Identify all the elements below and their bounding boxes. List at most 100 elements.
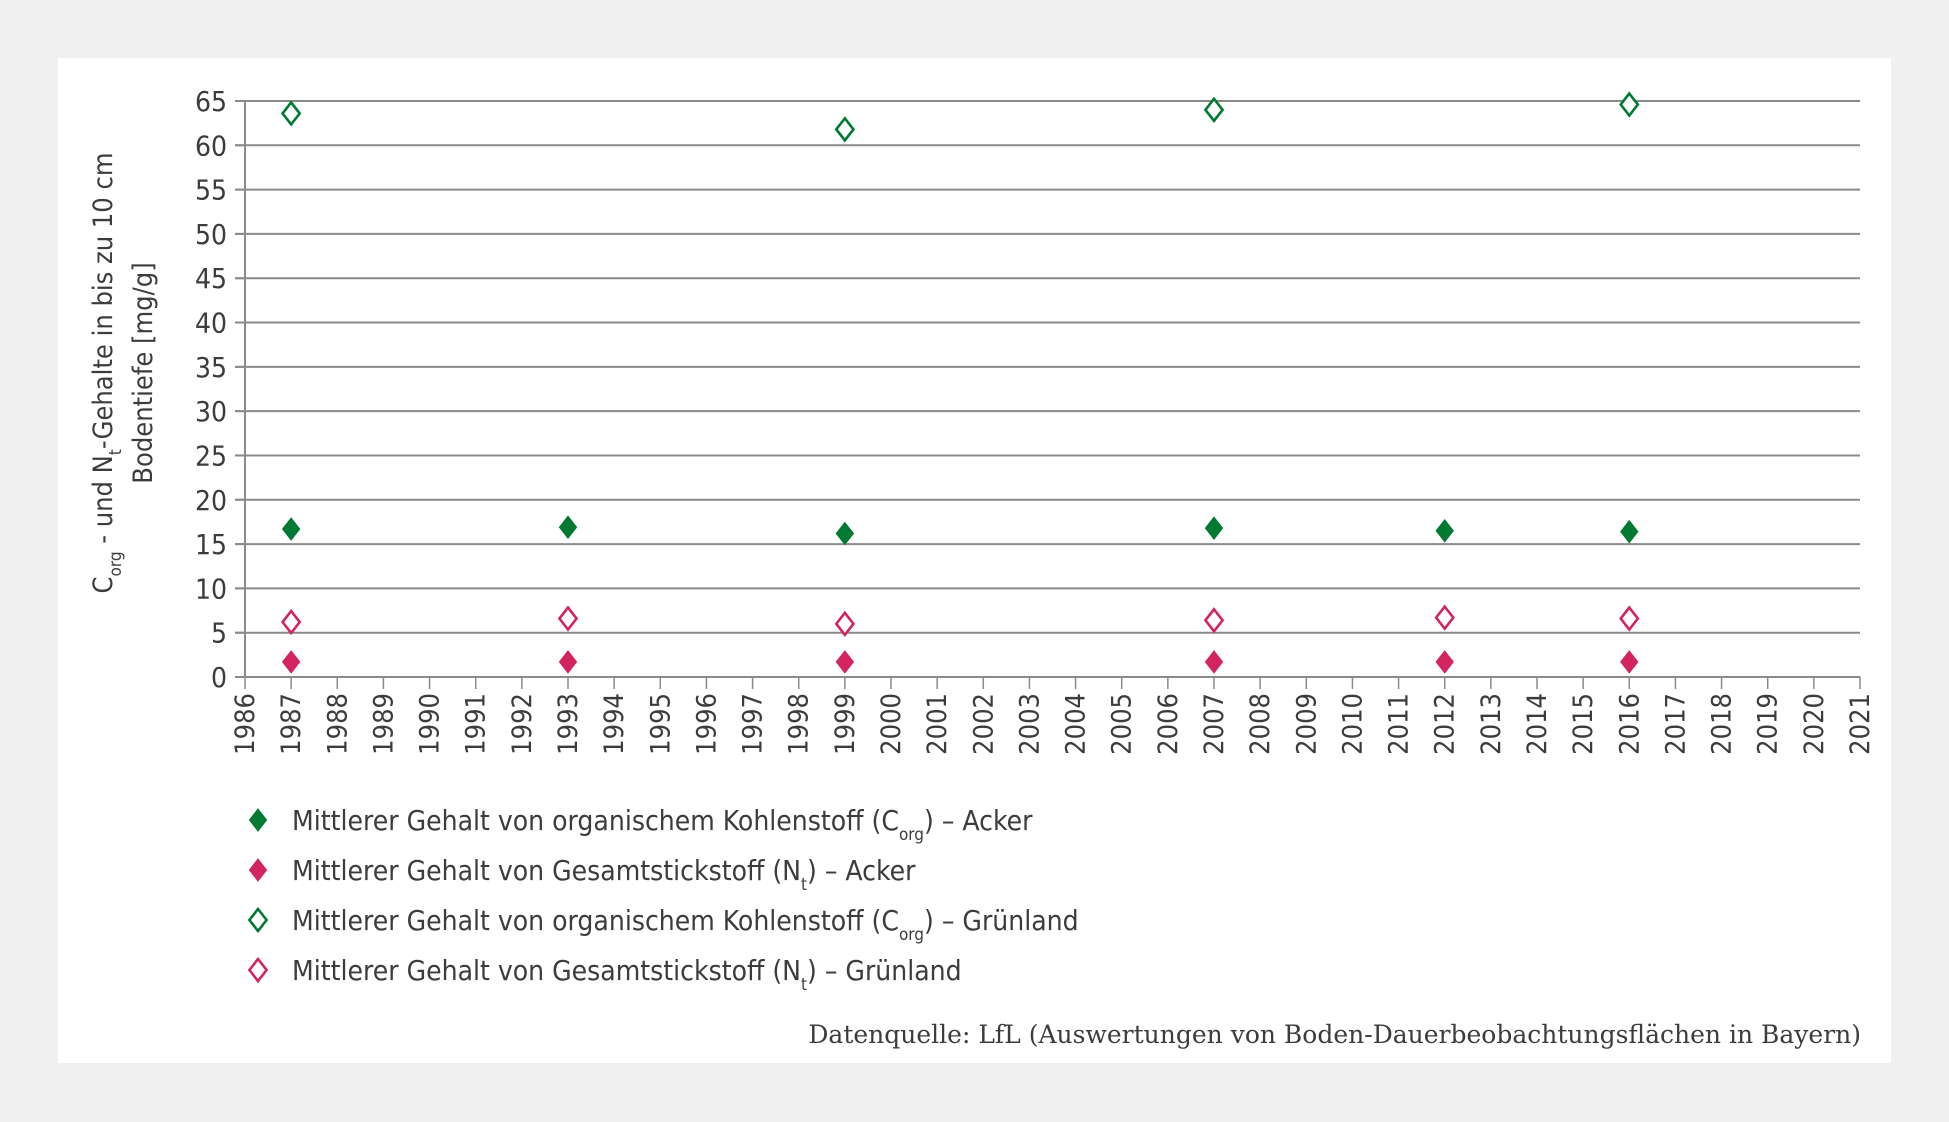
x-tick-label: 2016 <box>1614 693 1645 755</box>
x-tick-label: 1999 <box>830 693 861 755</box>
axes <box>235 100 1861 689</box>
x-tick-label: 2000 <box>876 693 907 755</box>
y-axis-title-line1: Corg - und Nt-Gehalte in bis zu 10 cm <box>88 153 126 594</box>
y-tick-label: 15 <box>195 528 227 561</box>
legend-entry: Mittlerer Gehalt von Gesamtstickstoff (N… <box>292 854 916 895</box>
x-tick-label: 1989 <box>368 693 399 755</box>
x-tick-label: 1996 <box>691 693 722 755</box>
legend-entry: Mittlerer Gehalt von Gesamtstickstoff (N… <box>292 954 962 995</box>
x-tick-label: 2010 <box>1337 693 1368 755</box>
x-tick-label: 1987 <box>276 693 307 755</box>
x-tick-label: 2005 <box>1107 693 1138 755</box>
x-tick-label: 1994 <box>599 693 630 755</box>
legend-open-diamond-icon <box>247 956 269 984</box>
data-markers <box>280 91 1640 674</box>
x-tick-label: 2008 <box>1245 693 1276 755</box>
y-tick-label: 50 <box>195 218 227 251</box>
data-point <box>1204 516 1224 540</box>
x-tick-label: 1988 <box>322 693 353 755</box>
x-tick-label: 2009 <box>1291 693 1322 755</box>
data-point <box>281 650 301 674</box>
data-point <box>1203 96 1225 123</box>
data-point <box>1434 604 1455 631</box>
data-point <box>834 610 856 637</box>
data-point <box>280 608 302 636</box>
x-tick-label: 2003 <box>1014 693 1045 755</box>
x-tick-label: 2021 <box>1845 693 1876 755</box>
y-tick-label: 20 <box>195 484 227 517</box>
data-point <box>1435 650 1454 674</box>
chart-panel <box>58 58 1891 1063</box>
data-source-note: Datenquelle: LfL (Auswertungen von Boden… <box>808 1020 1861 1049</box>
data-point <box>835 650 855 674</box>
y-axis-title: Corg - und Nt-Gehalte in bis zu 10 cm Bo… <box>88 153 159 594</box>
data-point <box>1620 519 1639 544</box>
legend-entry: Mittlerer Gehalt von organischem Kohlens… <box>292 804 1033 845</box>
x-tick-label: 1993 <box>553 693 584 755</box>
gridlines <box>235 100 1860 634</box>
x-tick-label: 2019 <box>1753 693 1784 755</box>
y-tick-labels: 0 5 10 15 20 25 30 35 40 45 50 55 60 65 <box>195 85 227 694</box>
x-tick-label: 1990 <box>415 693 446 755</box>
legend-text: Mittlerer Gehalt von Gesamtstickstoff (N <box>292 854 801 887</box>
legend: Mittlerer Gehalt von organischem Kohlens… <box>247 804 1079 995</box>
legend-text-suffix: ) – Acker <box>924 804 1033 837</box>
y-tick-label: 25 <box>195 439 227 472</box>
x-tick-label: 2017 <box>1660 693 1691 755</box>
data-point <box>558 515 578 540</box>
data-point <box>557 605 579 632</box>
legend-filled-diamond-icon <box>248 808 268 832</box>
legend-text: Mittlerer Gehalt von Gesamtstickstoff (N <box>292 954 801 987</box>
x-tick-label: 2011 <box>1384 693 1415 755</box>
legend-text: Mittlerer Gehalt von organischem Kohlens… <box>292 904 899 937</box>
y-tick-label: 0 <box>211 661 227 694</box>
data-point <box>1204 650 1224 674</box>
data-point <box>281 517 301 541</box>
legend-subscript: t <box>801 975 807 995</box>
data-point <box>1620 650 1639 674</box>
x-tick-label: 2006 <box>1153 693 1184 755</box>
y-tick-label: 60 <box>195 129 227 162</box>
legend-subscript: org <box>899 925 924 945</box>
y-tick-label: 45 <box>195 262 227 295</box>
x-tick-label: 2012 <box>1430 693 1461 755</box>
data-point <box>1203 607 1225 634</box>
data-point <box>1435 518 1454 543</box>
x-tick-label: 1991 <box>461 693 492 755</box>
legend-text-suffix: ) – Grünland <box>924 904 1079 937</box>
x-tick-label: 2013 <box>1476 693 1507 755</box>
x-tick-label: 2020 <box>1799 693 1830 755</box>
legend-open-diamond-icon <box>247 906 269 934</box>
x-tick-label: 2002 <box>968 693 999 755</box>
y-tick-label: 5 <box>211 617 227 650</box>
legend-filled-diamond-icon <box>248 858 268 882</box>
legend-text-suffix: ) – Acker <box>807 854 916 887</box>
x-tick-label: 2007 <box>1199 693 1230 755</box>
data-point <box>558 650 578 674</box>
x-tick-label: 1998 <box>784 693 815 755</box>
y-axis-title-line2: Bodentiefe [mg/g] <box>128 262 159 483</box>
y-tick-label: 35 <box>195 351 227 384</box>
y-tick-label: 10 <box>195 572 227 605</box>
y-tick-label: 40 <box>195 307 227 340</box>
x-tick-label: 2004 <box>1061 693 1092 755</box>
data-point <box>280 100 302 127</box>
y-tick-label: 65 <box>195 85 227 118</box>
y-tick-label: 55 <box>195 174 227 207</box>
x-tick-label: 1997 <box>738 693 769 755</box>
x-tick-label: 1986 <box>230 693 261 755</box>
data-point <box>1619 91 1640 118</box>
x-tick-label: 2018 <box>1707 693 1738 755</box>
legend-text-suffix: ) – Grünland <box>807 954 962 987</box>
legend-subscript: org <box>899 825 924 845</box>
data-point <box>1619 605 1640 632</box>
legend-subscript: t <box>801 875 807 895</box>
legend-text: Mittlerer Gehalt von organischem Kohlens… <box>292 804 899 837</box>
x-tick-label: 2015 <box>1568 693 1599 755</box>
x-tick-labels: 1986 1987 1988 1989 1990 1991 1992 1993 1994 1995… <box>230 693 1876 755</box>
x-tick-label: 2001 <box>922 693 953 755</box>
x-tick-label: 2014 <box>1522 693 1553 755</box>
x-tick-label: 1992 <box>507 693 538 755</box>
legend-entry: Mittlerer Gehalt von organischem Kohlens… <box>292 904 1079 945</box>
